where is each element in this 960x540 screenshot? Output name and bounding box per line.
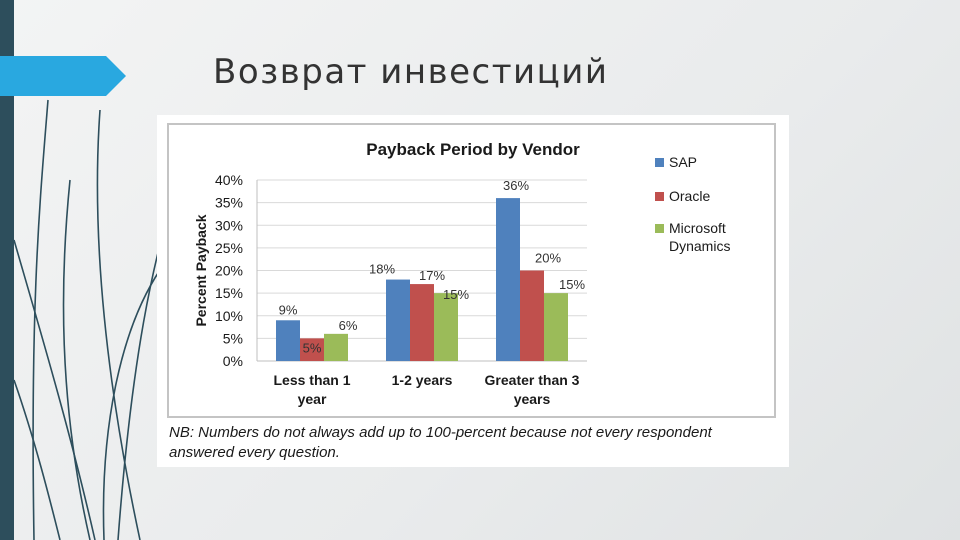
x-tick-label: Less than 1: [273, 372, 350, 388]
chart-title: Payback Period by Vendor: [366, 140, 580, 159]
data-label: 9%: [279, 302, 298, 317]
data-label: 6%: [339, 318, 358, 333]
x-tick-label: year: [298, 391, 327, 407]
y-tick-label: 5%: [223, 330, 243, 346]
legend-swatch: [655, 158, 664, 167]
data-label: 15%: [559, 277, 585, 292]
y-tick-label: 35%: [215, 195, 243, 211]
y-tick-label: 40%: [215, 172, 243, 188]
legend-label: Microsoft: [669, 220, 726, 236]
bar: [324, 333, 348, 361]
y-tick-label: 25%: [215, 240, 243, 256]
slide-title: Возврат инвестиций: [213, 52, 609, 92]
y-tick-label: 20%: [215, 263, 243, 279]
y-tick-label: 10%: [215, 308, 243, 324]
chart-panel: Payback Period by Vendor Percent Payback 0…: [157, 115, 789, 467]
x-tick-label: Greater than 3: [485, 372, 580, 388]
legend-swatch: [655, 224, 664, 233]
bar: [410, 284, 434, 361]
y-tick-label: 0%: [223, 353, 243, 369]
y-tick-label: 15%: [215, 285, 243, 301]
data-label: 18%: [369, 262, 395, 277]
bar-chart: Payback Period by Vendor Percent Payback 0…: [193, 140, 730, 407]
x-tick-label: years: [514, 391, 551, 407]
data-label: 36%: [503, 178, 529, 193]
title-arrow-shape: [0, 56, 126, 96]
bar: [434, 293, 458, 361]
legend-swatch: [655, 192, 664, 201]
legend-label: Dynamics: [669, 238, 730, 254]
data-label: 5%: [303, 340, 322, 355]
x-tick-label: 1-2 years: [392, 372, 453, 388]
bar: [300, 338, 324, 361]
left-accent-strip: [0, 0, 14, 540]
legend-label: Oracle: [669, 188, 710, 204]
data-label: 17%: [419, 268, 445, 283]
decorative-lines: [13, 99, 191, 540]
bar: [520, 270, 544, 361]
y-axis-label: Percent Payback: [193, 214, 209, 326]
bar: [496, 198, 520, 361]
bar: [544, 293, 568, 361]
data-label: 15%: [443, 287, 469, 302]
data-label: 20%: [535, 251, 561, 266]
legend-label: SAP: [669, 154, 697, 170]
bar: [386, 279, 410, 361]
chart-footnote: NB: Numbers do not always add up to 100-…: [169, 424, 712, 461]
y-tick-label: 30%: [215, 217, 243, 233]
bar: [276, 320, 300, 361]
